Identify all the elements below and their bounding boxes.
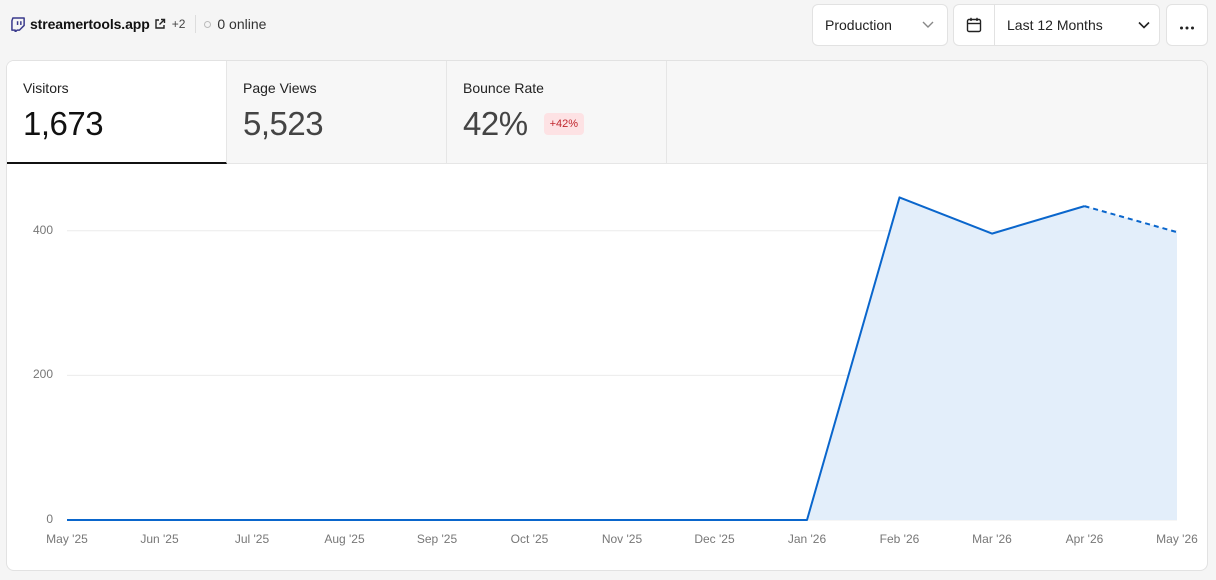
- metric-label: Bounce Rate: [463, 80, 544, 96]
- analytics-card: Visitors 1,673 Page Views 5,523 Bounce R…: [6, 60, 1208, 571]
- data-point[interactable]: [248, 516, 256, 524]
- x-tick-label: Jul '25: [234, 532, 270, 546]
- metric-tabs: Visitors 1,673 Page Views 5,523 Bounce R…: [7, 61, 1207, 164]
- x-tick-label: May '26: [1156, 532, 1198, 546]
- divider: [195, 15, 197, 33]
- tab-page-views[interactable]: Page Views 5,523: [227, 61, 447, 164]
- x-tick-label: Aug '25: [324, 532, 365, 546]
- twitch-icon: [10, 16, 26, 32]
- x-tick-label: Mar '26: [972, 532, 1012, 546]
- x-tick-label: Feb '26: [879, 532, 920, 546]
- environment-label: Production: [825, 17, 892, 33]
- change-badge: +42%: [543, 113, 585, 135]
- metric-value: 5,523: [243, 105, 324, 142]
- x-tick-label: Nov '25: [601, 532, 643, 546]
- data-point[interactable]: [618, 516, 626, 524]
- x-tick-label: May '25: [46, 532, 88, 546]
- external-link-icon[interactable]: [154, 18, 166, 30]
- data-point[interactable]: [803, 516, 811, 524]
- online-status-icon: [204, 20, 212, 28]
- date-range-select[interactable]: Last 12 Months: [953, 4, 1160, 46]
- site-name[interactable]: streamertools.app: [30, 16, 150, 32]
- data-point[interactable]: [341, 516, 349, 524]
- tab-visitors[interactable]: Visitors 1,673: [7, 61, 227, 164]
- visitors-line-projection: [1084, 205, 1178, 234]
- data-point[interactable]: [988, 230, 996, 238]
- chevron-down-icon: [1129, 18, 1159, 32]
- visitors-area: [67, 197, 1177, 521]
- visitors-chart: 0 200 400 May '25 Jun '25 Jul '25 Aug '25 Sep '…: [7, 165, 1207, 570]
- metric-value-row: 42% +42%: [463, 105, 650, 143]
- data-point[interactable]: [433, 516, 441, 524]
- x-tick-label: Apr '26: [1065, 532, 1104, 546]
- online-count: 0 online: [217, 16, 267, 32]
- tab-bounce-rate[interactable]: Bounce Rate 42% +42%: [447, 61, 667, 164]
- data-point[interactable]: [1081, 202, 1089, 210]
- chevron-down-icon: [921, 17, 935, 34]
- metric-label: Page Views: [243, 80, 317, 96]
- x-tick-label: Jun '25: [140, 532, 179, 546]
- y-tick-label: 200: [32, 367, 53, 382]
- metric-label: Visitors: [23, 80, 69, 96]
- calendar-icon[interactable]: [954, 5, 995, 45]
- x-tick-label: Sep '25: [416, 532, 458, 546]
- data-point[interactable]: [896, 193, 904, 201]
- data-point[interactable]: [526, 516, 534, 524]
- x-tick-label: Jan '26: [787, 532, 827, 546]
- x-tick-label: Oct '25: [510, 532, 549, 546]
- more-options-button[interactable]: [1166, 4, 1208, 46]
- data-point[interactable]: [63, 516, 71, 524]
- chart-plot: [63, 193, 1181, 524]
- y-tick-label: 400: [32, 222, 53, 237]
- data-point[interactable]: [1173, 228, 1181, 236]
- extra-sites-count[interactable]: +2: [171, 17, 186, 31]
- y-tick-label: 0: [46, 512, 53, 526]
- ellipsis-icon: [1179, 17, 1195, 33]
- top-bar: streamertools.app +2 0 online Production…: [0, 0, 1216, 50]
- visitors-line: [67, 196, 1085, 521]
- metric-value: 42%: [463, 105, 528, 142]
- data-point[interactable]: [156, 516, 164, 524]
- date-range-label: Last 12 Months: [1007, 17, 1103, 33]
- environment-select[interactable]: Production: [812, 4, 948, 46]
- site-selector[interactable]: streamertools.app +2 0 online: [10, 14, 266, 34]
- data-point[interactable]: [711, 516, 719, 524]
- metric-value: 1,673: [23, 105, 104, 142]
- x-tick-label: Dec '25: [694, 532, 735, 546]
